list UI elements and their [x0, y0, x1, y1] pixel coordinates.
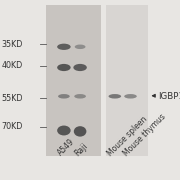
Ellipse shape: [73, 64, 87, 71]
Text: Raji: Raji: [73, 141, 89, 158]
Ellipse shape: [57, 44, 71, 50]
Ellipse shape: [58, 94, 70, 99]
Ellipse shape: [74, 126, 86, 137]
Bar: [106, 5, 148, 156]
Text: A549: A549: [56, 137, 77, 158]
Ellipse shape: [75, 45, 86, 49]
Ellipse shape: [109, 94, 121, 99]
Text: 35KD: 35KD: [2, 40, 23, 49]
Ellipse shape: [57, 64, 71, 71]
Bar: [46, 5, 101, 156]
Text: 40KD: 40KD: [2, 61, 23, 70]
Text: 55KD: 55KD: [2, 94, 23, 103]
Text: IGBP1: IGBP1: [158, 92, 180, 101]
Text: Mouse thymus: Mouse thymus: [122, 112, 168, 158]
Ellipse shape: [74, 94, 86, 99]
Ellipse shape: [57, 125, 71, 135]
Text: 70KD: 70KD: [2, 122, 23, 131]
Text: Mouse spleen: Mouse spleen: [105, 114, 149, 158]
Ellipse shape: [124, 94, 137, 99]
